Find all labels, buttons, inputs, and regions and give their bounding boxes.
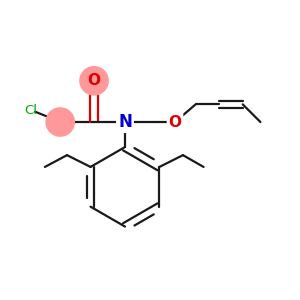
Text: O: O — [169, 115, 182, 130]
Text: O: O — [88, 73, 100, 88]
Circle shape — [46, 108, 74, 136]
Text: N: N — [118, 113, 132, 131]
Circle shape — [80, 67, 108, 95]
Text: Cl: Cl — [24, 104, 37, 117]
